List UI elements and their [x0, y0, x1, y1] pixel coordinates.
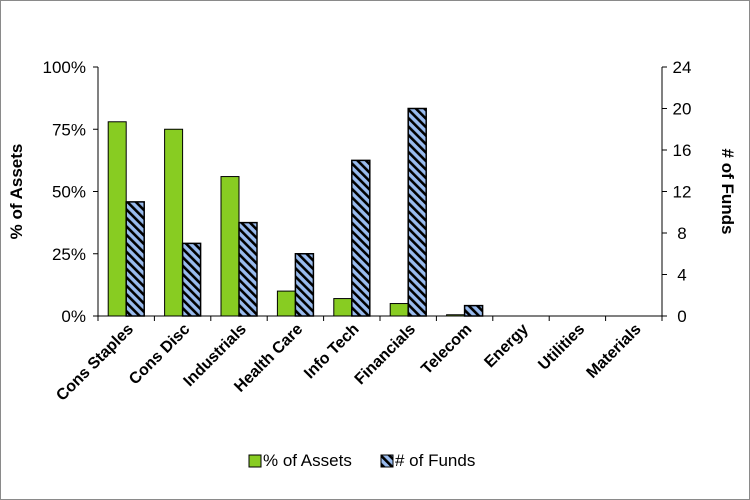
axes: 0% 25% 50% 75% 100% 0 4 8 12 16 20 24 [43, 58, 692, 326]
left-tick-label: 0% [61, 307, 86, 326]
x-tick-label: Energy [481, 321, 531, 371]
right-tick-label: 24 [673, 58, 692, 77]
left-tick-label: 75% [52, 120, 86, 139]
bars [107, 107, 484, 317]
legend-swatch-funds [380, 454, 394, 468]
x-tick-label: Cons Staples [53, 321, 137, 405]
bar-assets [164, 128, 184, 317]
left-tick-label: 100% [43, 58, 86, 77]
bar-assets [107, 121, 127, 317]
right-tick-label: 8 [677, 224, 686, 243]
left-tick-label: 50% [52, 183, 86, 202]
bar-funds [407, 107, 427, 317]
right-tick-label: 16 [673, 141, 692, 160]
y-axis-title-left: % of Assets [7, 144, 26, 240]
bar-assets [446, 314, 466, 317]
y-axis-title-right: # of Funds [718, 149, 737, 235]
bar-funds [125, 201, 145, 317]
bar-funds [238, 221, 258, 317]
bar-funds [181, 242, 202, 317]
right-tick-label: 20 [673, 100, 692, 119]
legend: % of Assets # of Funds [248, 451, 475, 470]
bar-assets [389, 303, 409, 317]
x-tick-label: Materials [584, 321, 645, 382]
bar-funds [463, 304, 484, 317]
legend-label-assets: % of Assets [263, 451, 352, 470]
bar-funds [294, 253, 315, 317]
bar-assets [276, 290, 296, 317]
left-tick-label: 25% [52, 245, 86, 264]
legend-label-funds: # of Funds [395, 451, 475, 470]
legend-swatch-assets [248, 454, 262, 468]
bar-assets [220, 176, 240, 317]
right-tick-label: 0 [677, 307, 686, 326]
bar-assets [333, 298, 353, 317]
right-tick-label: 12 [673, 183, 692, 202]
bar-funds [351, 159, 371, 317]
x-tick-label: Financials [352, 321, 419, 388]
right-tick-label: 4 [677, 266, 686, 285]
x-tick-label: Telecom [418, 321, 475, 378]
x-tick-label: Utilities [535, 321, 588, 374]
